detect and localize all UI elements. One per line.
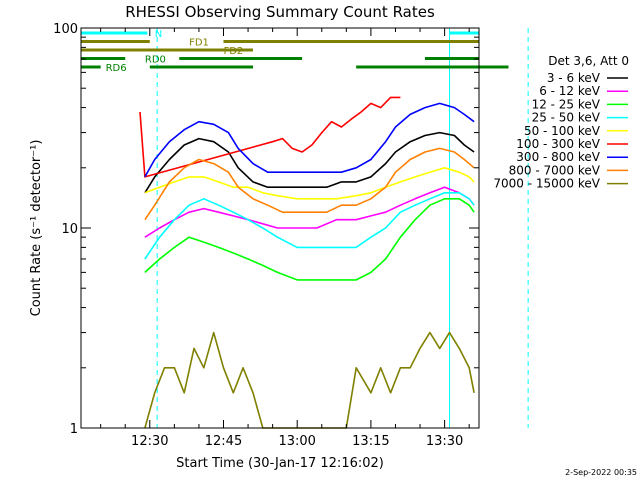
series-line-1 [144,186,475,238]
legend-header: Det 3,6, Att 0 [548,54,629,68]
x-tick-label: 13:30 [426,434,463,449]
series-line-7 [144,147,475,221]
observing-flags: N FD1 FD2 RD0 RD6 [81,29,509,74]
flag-label-fd1: FD1 [189,38,209,49]
series-line-3 [144,192,475,260]
legend-label: 50 - 100 keV [524,124,601,138]
x-axis-label: Start Time (30-Jan-17 12:16:02) [176,456,384,471]
legend-label: 12 - 25 keV [532,97,601,111]
y-tick-label: 100 [53,22,78,37]
legend-label: 800 - 7000 keV [509,163,601,177]
flag-label-fd2: FD2 [223,46,243,57]
y-tick-label: 10 [61,222,78,237]
flag-label-n: N [155,29,162,40]
x-tick-label: 12:45 [205,434,242,449]
x-tick-label: 13:00 [278,434,315,449]
series-line-0 [144,131,475,194]
legend-label: 3 - 6 keV [547,71,601,85]
legend-label: 6 - 12 keV [539,84,601,98]
legend-label: 7000 - 15000 keV [493,177,600,191]
series-line-5 [139,96,401,178]
series-lines [139,96,475,429]
footer-date: 2-Sep-2022 00:35 [565,468,637,477]
flag-label-rd0: RD0 [145,55,166,66]
y-axis-label: Count Rate (s⁻¹ detector⁻¹) [29,140,44,317]
flag-label-rd6: RD6 [106,63,127,74]
series-line-2 [144,198,475,281]
legend-label: 25 - 50 keV [532,111,601,125]
chart-title: RHESSI Observing Summary Count Rates [125,3,435,21]
x-tick-label: 12:30 [131,434,168,449]
axes-ticks: 12:30 12:45 13:00 13:15 13:30 1 10 100 [53,22,479,449]
x-tick-label: 13:15 [352,434,389,449]
series-line-8 [144,331,475,429]
series-line-6 [144,102,475,178]
legend-label: 300 - 800 keV [516,150,600,164]
legend-label: 100 - 300 keV [516,137,600,151]
y-tick-label: 1 [70,422,78,437]
series-line-4 [144,167,475,200]
